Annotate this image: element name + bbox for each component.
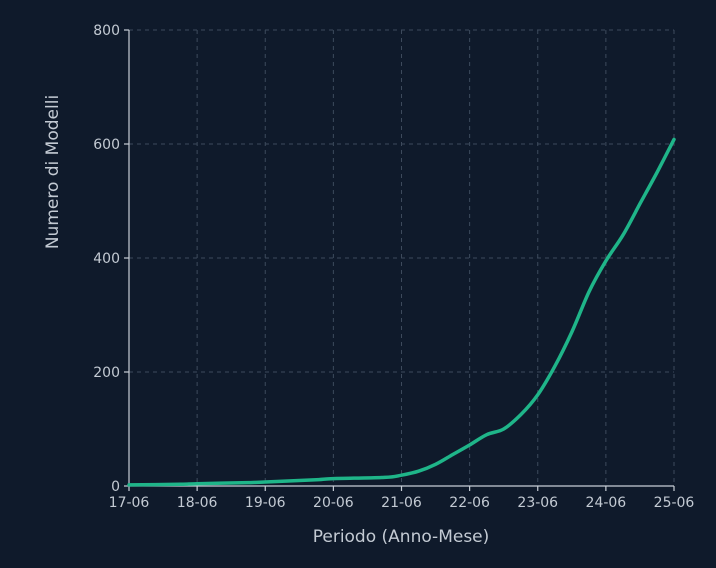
y-tick-label: 400 xyxy=(93,251,120,267)
x-tick-label: 23-06 xyxy=(517,495,558,511)
x-tick-label: 20-06 xyxy=(313,495,354,511)
y-tick-label: 600 xyxy=(93,137,120,153)
x-tick-label: 25-06 xyxy=(654,495,695,511)
x-axis-title: Periodo (Anno-Mese) xyxy=(313,527,490,547)
x-tick-label: 19-06 xyxy=(245,495,286,511)
grid xyxy=(129,29,675,486)
series-layer xyxy=(127,137,676,487)
y-tick-label: 200 xyxy=(93,365,120,381)
y-axis-title: Numero di Modelli xyxy=(43,95,63,249)
x-tick-label: 18-06 xyxy=(177,495,218,511)
x-tick-label: 17-06 xyxy=(109,495,150,511)
y-tick-label: 0 xyxy=(111,479,120,495)
ticks: 17-06 18-06 19-06 20-06 21-06 22-06 23-06 24-06… xyxy=(93,23,694,511)
x-tick-label: 21-06 xyxy=(381,495,422,511)
x-tick-label: 22-06 xyxy=(449,495,490,511)
series-line xyxy=(127,137,676,487)
x-tick-label: 24-06 xyxy=(586,495,627,511)
y-tick-label: 800 xyxy=(93,23,120,39)
